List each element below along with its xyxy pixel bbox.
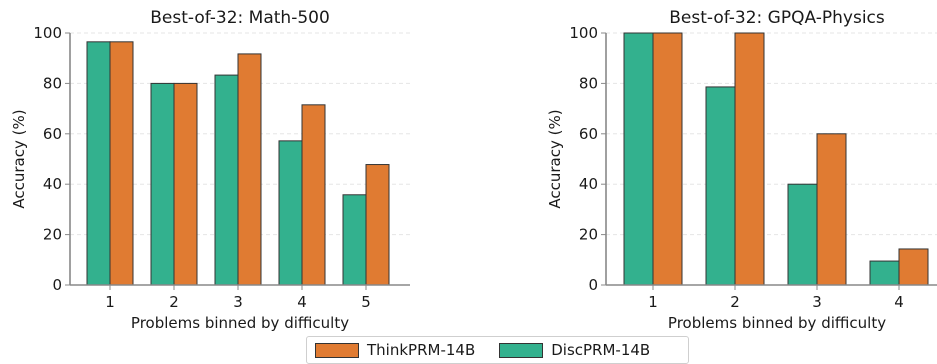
x-tick-label: 2 — [169, 293, 179, 311]
bar-discprm-14b-1 — [86, 41, 111, 286]
chart-title: Best-of-32: GPQA-Physics — [669, 8, 885, 28]
legend-swatch-discprm — [499, 342, 544, 358]
x-tick-label: 3 — [233, 293, 243, 311]
bar-discprm-14b-4 — [869, 260, 900, 286]
bar-thinkprm-14b-4 — [898, 248, 929, 286]
chart-gpqa-physics: Best-of-32: GPQA-Physics Accuracy (%) Pr… — [546, 8, 937, 332]
x-tick-label: 1 — [648, 293, 658, 311]
y-tick-label: 40 — [579, 175, 598, 193]
x-tick-label: 5 — [361, 293, 371, 311]
x-tick-label: 4 — [297, 293, 307, 311]
y-tick-label: 100 — [33, 24, 62, 42]
bar-discprm-14b-3 — [787, 183, 818, 286]
chart-math500: Best-of-32: Math-500 Accuracy (%) Proble… — [10, 8, 410, 332]
bar-discprm-14b-1 — [623, 32, 654, 286]
bar-thinkprm-14b-5 — [365, 164, 390, 286]
bar-thinkprm-14b-3 — [816, 133, 847, 286]
x-axis-label: Problems binned by difficulty — [131, 314, 349, 332]
bar-thinkprm-14b-1 — [109, 41, 134, 286]
y-tick-label: 100 — [569, 24, 598, 42]
y-tick-label: 60 — [579, 125, 598, 143]
y-tick-label: 60 — [43, 125, 62, 143]
bar-thinkprm-14b-2 — [734, 32, 765, 286]
y-tick-label: 80 — [579, 74, 598, 92]
y-tick-label: 20 — [43, 226, 62, 244]
x-axis-label: Problems binned by difficulty — [668, 314, 886, 332]
chart-title: Best-of-32: Math-500 — [150, 8, 330, 28]
y-tick-label: 0 — [52, 276, 62, 294]
y-axis-label: Accuracy (%) — [546, 109, 564, 208]
legend-item-discprm: DiscPRM-14B — [499, 341, 650, 359]
bar-discprm-14b-4 — [278, 140, 303, 286]
x-tick-label: 4 — [894, 293, 904, 311]
legend-label-thinkprm: ThinkPRM-14B — [367, 341, 476, 359]
bar-discprm-14b-3 — [214, 74, 239, 286]
x-tick-label: 3 — [812, 293, 822, 311]
bar-thinkprm-14b-1 — [652, 32, 683, 286]
bar-discprm-14b-2 — [705, 86, 736, 286]
legend: ThinkPRM-14B DiscPRM-14B — [306, 336, 689, 364]
y-tick-label: 40 — [43, 175, 62, 193]
bar-thinkprm-14b-2 — [173, 82, 198, 286]
x-tick-label: 2 — [730, 293, 740, 311]
legend-item-thinkprm: ThinkPRM-14B — [315, 341, 475, 359]
y-tick-label: 20 — [579, 226, 598, 244]
legend-swatch-thinkprm — [315, 342, 359, 358]
bar-thinkprm-14b-4 — [301, 104, 326, 286]
x-tick-label: 1 — [105, 293, 115, 311]
y-tick-label: 0 — [588, 276, 598, 294]
y-tick-label: 80 — [43, 74, 62, 92]
bar-thinkprm-14b-3 — [237, 53, 262, 286]
figure: Best-of-32: Math-500 Accuracy (%) Proble… — [10, 8, 937, 332]
bar-discprm-14b-5 — [342, 194, 367, 286]
bar-discprm-14b-2 — [150, 82, 175, 286]
legend-label-discprm: DiscPRM-14B — [551, 341, 651, 359]
y-axis-label: Accuracy (%) — [10, 109, 28, 208]
